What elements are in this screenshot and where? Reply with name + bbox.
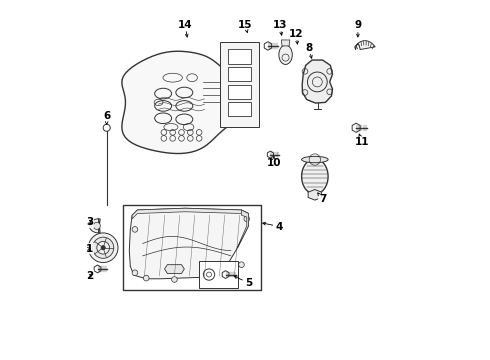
Text: 15: 15 bbox=[238, 20, 252, 30]
Text: 6: 6 bbox=[103, 112, 110, 121]
Polygon shape bbox=[302, 60, 333, 103]
Circle shape bbox=[101, 246, 105, 250]
Polygon shape bbox=[308, 189, 321, 200]
Text: 11: 11 bbox=[355, 137, 369, 147]
Polygon shape bbox=[165, 265, 184, 274]
Text: 12: 12 bbox=[289, 28, 303, 39]
Text: 5: 5 bbox=[245, 278, 252, 288]
Ellipse shape bbox=[302, 156, 328, 163]
Bar bbox=[123, 206, 261, 290]
Text: 10: 10 bbox=[267, 158, 281, 168]
Polygon shape bbox=[237, 210, 248, 248]
Polygon shape bbox=[90, 219, 100, 233]
Circle shape bbox=[88, 233, 118, 262]
Polygon shape bbox=[281, 40, 290, 46]
Polygon shape bbox=[122, 51, 249, 153]
Circle shape bbox=[239, 262, 245, 267]
Bar bbox=[228, 85, 251, 99]
Text: 4: 4 bbox=[276, 221, 283, 231]
Polygon shape bbox=[355, 41, 375, 50]
Polygon shape bbox=[129, 208, 248, 279]
Circle shape bbox=[93, 237, 114, 258]
Bar bbox=[228, 67, 251, 81]
Circle shape bbox=[244, 216, 249, 222]
Text: 8: 8 bbox=[305, 43, 312, 53]
Circle shape bbox=[221, 273, 227, 278]
Circle shape bbox=[97, 242, 110, 254]
Circle shape bbox=[144, 275, 149, 281]
Bar bbox=[199, 261, 238, 288]
Text: 7: 7 bbox=[319, 194, 326, 204]
Text: 2: 2 bbox=[86, 271, 94, 281]
Ellipse shape bbox=[279, 45, 292, 64]
Text: 9: 9 bbox=[354, 21, 362, 31]
Circle shape bbox=[132, 226, 138, 232]
Text: 1: 1 bbox=[86, 244, 94, 254]
Text: 13: 13 bbox=[273, 20, 288, 30]
Polygon shape bbox=[132, 208, 248, 219]
Text: 14: 14 bbox=[178, 20, 193, 30]
Bar bbox=[220, 42, 259, 127]
Circle shape bbox=[200, 276, 205, 282]
Circle shape bbox=[132, 270, 138, 276]
Text: 3: 3 bbox=[86, 217, 94, 227]
Bar bbox=[228, 102, 251, 117]
Circle shape bbox=[172, 277, 177, 282]
Bar bbox=[228, 49, 251, 64]
Ellipse shape bbox=[302, 159, 328, 194]
Circle shape bbox=[93, 222, 100, 229]
